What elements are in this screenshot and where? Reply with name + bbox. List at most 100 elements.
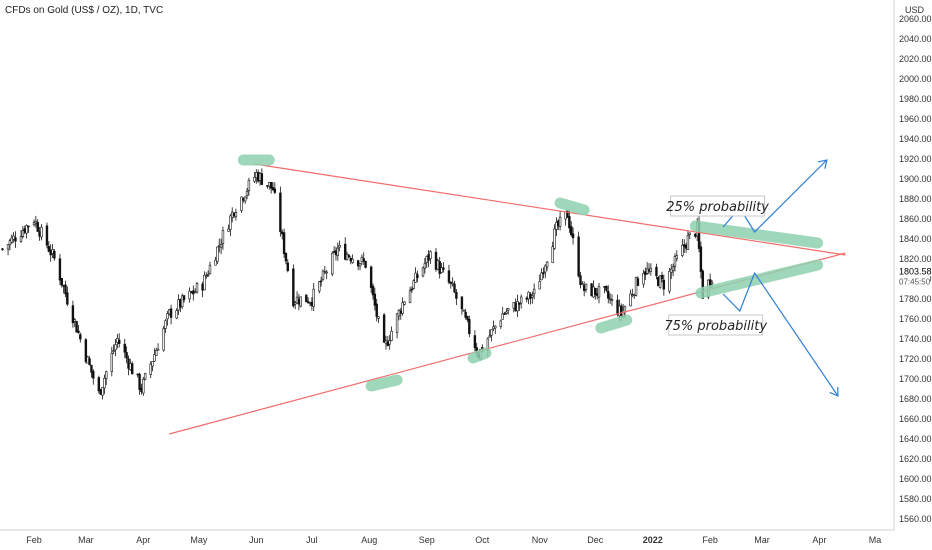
candle-body <box>305 294 308 303</box>
candle-body <box>642 273 645 285</box>
candle-body <box>362 258 365 262</box>
candle-body <box>423 263 427 269</box>
candle-body <box>129 363 132 371</box>
candle-body <box>10 237 13 243</box>
candle-body <box>425 255 428 264</box>
candle-body <box>281 231 284 235</box>
y-tick-label: 1820.00 <box>899 254 932 264</box>
current-price-value: 1803.58 <box>899 266 932 276</box>
annotation-label: 75% probability <box>664 319 767 334</box>
highlight-marker[interactable] <box>595 314 633 334</box>
candle-body <box>514 302 517 312</box>
candle-body <box>490 329 493 336</box>
candle-body <box>92 371 95 379</box>
candle-body <box>710 281 714 285</box>
annotation-box[interactable] <box>668 314 764 336</box>
candle-body <box>253 177 256 182</box>
candle-body <box>488 335 491 338</box>
candle-body <box>1 248 4 251</box>
highlight-marker[interactable] <box>689 220 824 249</box>
candle-body <box>347 255 351 258</box>
candle-body <box>390 330 393 341</box>
candle-body <box>38 231 41 237</box>
candle-body <box>708 279 712 286</box>
candle-body <box>188 290 191 300</box>
projection-arrow-layer <box>722 159 839 397</box>
candle-body <box>412 280 415 289</box>
candle-body <box>662 279 666 290</box>
candle-body <box>410 288 414 291</box>
candle-body <box>25 225 28 234</box>
candle-body <box>325 271 328 274</box>
candle-body <box>234 211 238 218</box>
candle-body <box>671 266 675 271</box>
candle-body <box>218 244 221 247</box>
candle-body <box>268 182 271 187</box>
projection-path[interactable] <box>722 159 828 233</box>
candle-body <box>99 389 102 395</box>
candle-body <box>557 220 560 227</box>
y-tick-label: 1920.00 <box>899 154 932 164</box>
x-tick-label: Mar <box>754 535 770 545</box>
y-tick-label: 1840.00 <box>899 234 932 244</box>
candle-body <box>308 302 312 304</box>
candle-body <box>616 299 619 315</box>
y-tick-label: 1660.00 <box>899 414 932 424</box>
resistance-trendline[interactable] <box>254 163 846 256</box>
projection-arrowhead <box>829 386 839 397</box>
candle-body <box>229 215 232 230</box>
candle-body <box>683 244 686 247</box>
candle-body <box>501 313 504 320</box>
candle-body <box>592 286 595 298</box>
candle-body <box>594 287 597 296</box>
candle-body <box>607 291 610 299</box>
candle-body <box>558 216 562 227</box>
candle-body <box>140 387 143 393</box>
candle-body <box>399 310 402 314</box>
candle-body <box>73 319 76 322</box>
candle-body <box>382 314 386 343</box>
candle-body <box>657 277 660 287</box>
candle-body <box>416 274 419 278</box>
candle-body <box>701 270 704 299</box>
x-tick-label: Apr <box>812 535 826 545</box>
y-tick-label: 2000.00 <box>899 74 932 84</box>
highlight-marker[interactable] <box>365 374 403 392</box>
x-tick-label: Feb <box>26 535 42 545</box>
candle-body <box>564 211 567 220</box>
candle-body <box>449 281 453 284</box>
candle-body <box>49 250 52 256</box>
candle-body <box>221 230 225 244</box>
y-tick-label: 2020.00 <box>899 54 932 64</box>
highlight-marker[interactable] <box>467 347 492 364</box>
candle-body <box>271 187 275 191</box>
time-axis[interactable]: Feb Mar Apr May Jun Jul Aug Sep Oct Nov Dec 2022 Feb… <box>26 535 881 545</box>
candle-body <box>219 244 223 248</box>
y-tick-label: 1960.00 <box>899 114 932 124</box>
candle-body <box>531 295 534 298</box>
candle-body <box>245 190 249 196</box>
candle-body <box>658 275 662 288</box>
candle-body <box>12 235 15 240</box>
projection-path[interactable] <box>722 271 839 397</box>
candle-body <box>269 182 273 189</box>
candle-body <box>595 293 599 296</box>
candle-body <box>364 260 367 268</box>
candle-body <box>684 245 688 249</box>
candle-body <box>114 344 117 351</box>
candle-body <box>336 247 340 256</box>
candle-body <box>414 272 417 283</box>
candle-body <box>151 361 154 367</box>
candle-body <box>195 283 199 293</box>
candle-body <box>71 305 75 324</box>
annotation-box[interactable] <box>670 195 766 217</box>
price-axis[interactable]: 1560.00 1580.00 1600.00 1620.00 1640.00 1660.… <box>899 14 932 524</box>
candle-body <box>247 179 251 191</box>
candle-body <box>699 246 703 272</box>
x-tick-label: Mar <box>78 535 94 545</box>
highlight-marker[interactable] <box>554 197 590 216</box>
candle-body <box>649 267 653 272</box>
candle-body <box>668 271 671 292</box>
candle-body <box>284 252 288 262</box>
